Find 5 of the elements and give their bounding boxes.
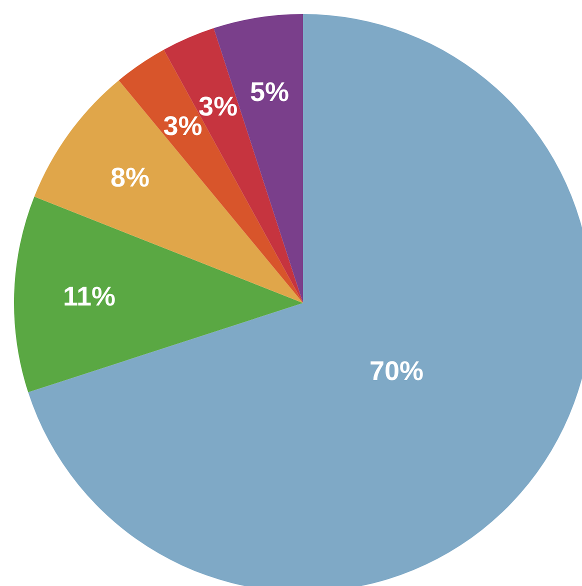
data-label: 3% (198, 92, 238, 122)
data-label: 70% (370, 356, 424, 386)
data-label: 5% (250, 76, 290, 107)
data-label: 11% (62, 281, 116, 312)
data-label: 8% (110, 162, 150, 192)
